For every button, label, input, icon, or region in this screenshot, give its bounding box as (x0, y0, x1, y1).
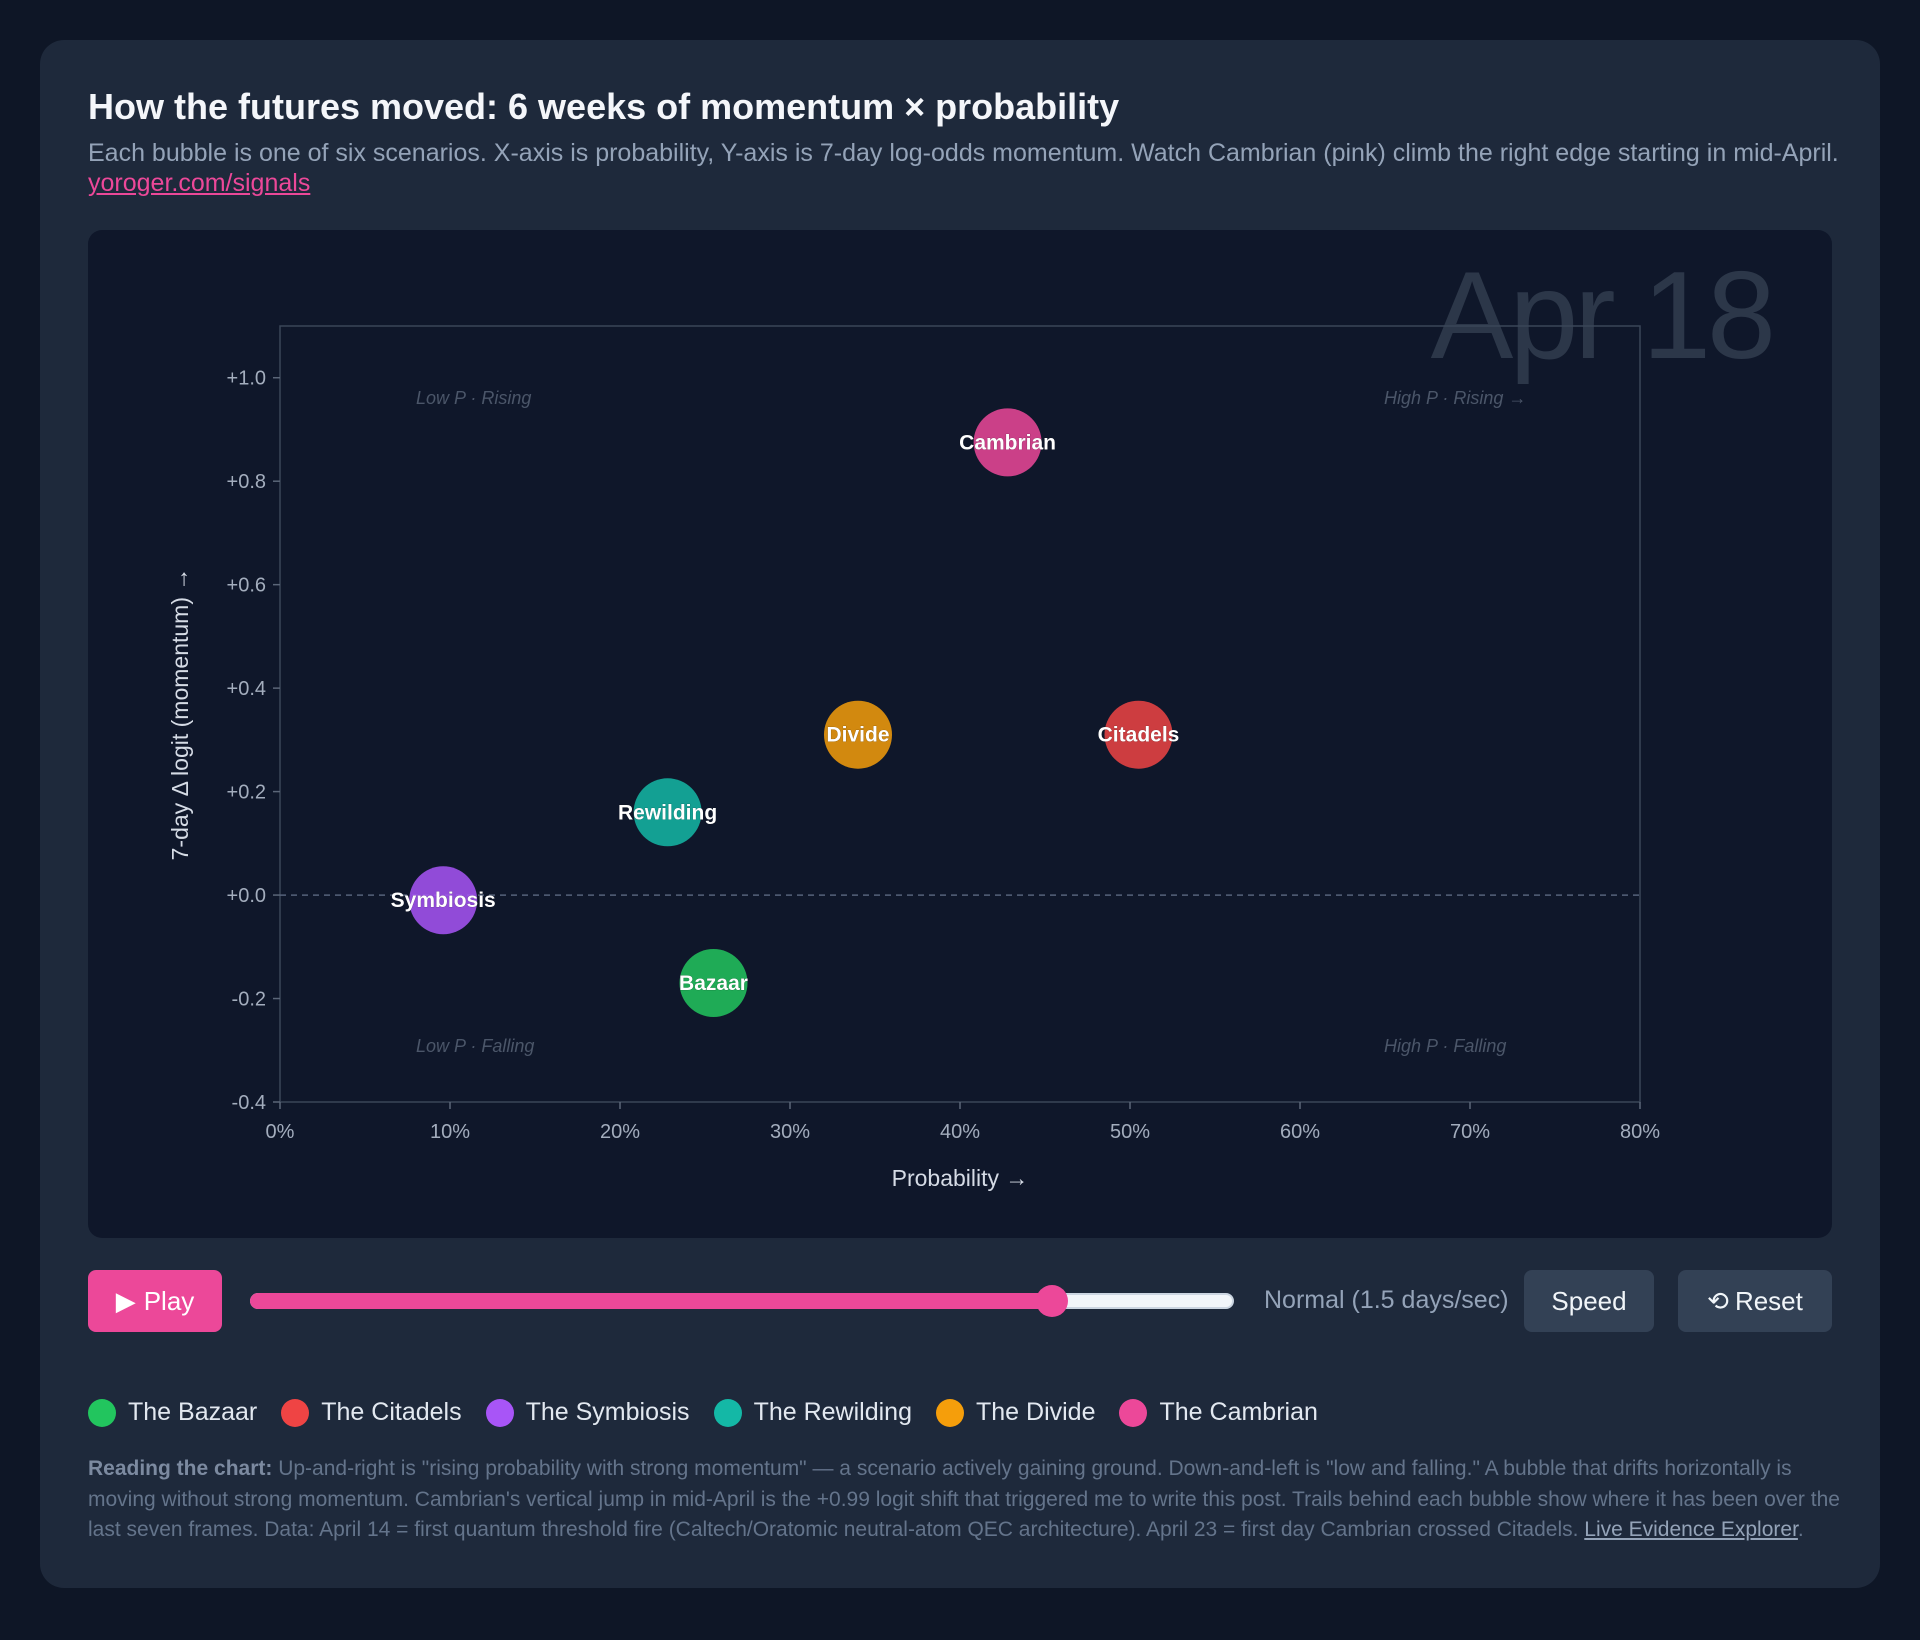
signals-link[interactable]: yoroger.com/signals (88, 169, 311, 197)
bubble-symbiosis (409, 866, 478, 935)
legend-item: The Symbiosis (485, 1398, 690, 1427)
play-label: Play (143, 1285, 195, 1316)
reset-icon: ⟲ (1707, 1285, 1729, 1316)
x-tick-label: 20% (600, 1121, 640, 1143)
play-button[interactable]: ▶ Play (88, 1270, 222, 1332)
bubble-cambrian (973, 408, 1042, 477)
reading-guide-tail: . (1797, 1518, 1804, 1541)
legend-dot (713, 1398, 742, 1427)
legend-dot (281, 1398, 310, 1427)
legend-item: The Citadels (281, 1398, 462, 1427)
legend-item: The Rewilding (713, 1398, 912, 1427)
evidence-explorer-link[interactable]: Live Evidence Explorer (1584, 1518, 1798, 1541)
x-tick-label: 80% (1620, 1121, 1660, 1143)
reset-label: Reset (1734, 1285, 1803, 1316)
legend-item: The Bazaar (88, 1398, 257, 1427)
x-axis-label: Probability → (892, 1165, 1029, 1191)
y-tick-label: +0.0 (227, 885, 266, 907)
reset-button[interactable]: ⟲ Reset (1678, 1270, 1832, 1332)
y-tick-label: +0.2 (227, 782, 266, 804)
bubble-chart: Apr 18 +1.0 +0.8 +0.6 +0.4 +0.2 +0.0 -0.2 -0.40%… (167, 247, 1776, 1191)
x-tick-label: 60% (1280, 1121, 1320, 1143)
legend-label: The Citadels (321, 1398, 462, 1426)
chart-card: How the futures moved: 6 weeks of moment… (40, 40, 1880, 1588)
bubble-rewilding (633, 778, 702, 847)
plot-area: Apr 18 +1.0 +0.8 +0.6 +0.4 +0.2 +0.0 -0.2 -0.4 0%… (88, 230, 1832, 1238)
legend-label: The Bazaar (128, 1398, 258, 1426)
legend-dot (1119, 1398, 1148, 1427)
reading-guide: Reading the chart: Up-and-right is "risi… (88, 1454, 1848, 1546)
bubble-citadels (1104, 700, 1173, 769)
legend-label: The Rewilding (753, 1398, 912, 1426)
slider-fill (250, 1293, 1052, 1309)
speed-readout: Normal (1.5 days/sec) (1264, 1286, 1509, 1314)
legend-label: The Divide (975, 1398, 1096, 1426)
y-axis-label: 7-day Δ logit (momentum) → (167, 568, 193, 861)
y-tick-label: -0.4 (232, 1092, 266, 1114)
subtitle-text: Each bubble is one of six scenarios. X-a… (88, 139, 1839, 167)
legend: The Bazaar The Citadels The Symbiosis Th… (88, 1398, 1318, 1427)
y-tick-label: -0.2 (232, 989, 266, 1011)
page-subtitle: Each bubble is one of six scenarios. X-a… (88, 138, 1848, 198)
quadrant-label-bottom-right: High P · Falling (1384, 1036, 1506, 1056)
legend-label: The Cambrian (1159, 1398, 1318, 1426)
playback-controls: ▶ Play Normal (1.5 days/sec) Speed ⟲ Res… (88, 1270, 1832, 1332)
quadrant-label-top-right: High P · Rising → (1384, 388, 1526, 408)
legend-dot (88, 1398, 116, 1427)
legend-item: The Divide (935, 1398, 1096, 1427)
reading-guide-body: Up-and-right is "rising probability with… (88, 1457, 1840, 1541)
bubble-label: Citadels (1098, 724, 1180, 747)
x-tick-label: 50% (1110, 1121, 1150, 1143)
bubble-label: Symbiosis (391, 889, 496, 912)
slider-thumb[interactable] (1035, 1285, 1068, 1317)
legend-label: The Symbiosis (525, 1398, 690, 1426)
bubble-divide (824, 700, 892, 769)
y-tick-label: +0.6 (227, 575, 266, 597)
play-icon: ▶ (115, 1285, 136, 1316)
speed-button[interactable]: Speed (1524, 1270, 1654, 1332)
bubble-label: Bazaar (679, 972, 748, 995)
x-tick-label: 0% (266, 1121, 295, 1143)
legend-dot (485, 1398, 514, 1427)
legend-dot (935, 1398, 964, 1427)
x-tick-label: 10% (430, 1121, 470, 1143)
page-title: How the futures moved: 6 weeks of moment… (88, 86, 1120, 127)
bubble-bazaar (679, 949, 748, 1018)
timeline-slider[interactable] (250, 1285, 1234, 1317)
x-tick-label: 40% (940, 1121, 980, 1143)
bubble-label: Cambrian (959, 431, 1056, 454)
date-watermark: Apr 18 (1431, 247, 1772, 385)
legend-item: The Cambrian (1119, 1398, 1318, 1427)
reading-guide-lead: Reading the chart: (88, 1457, 273, 1480)
bubble-label: Divide (826, 724, 889, 747)
bubble-label: Rewilding (618, 801, 717, 824)
x-tick-label: 70% (1450, 1121, 1490, 1143)
y-tick-label: +1.0 (227, 368, 266, 390)
quadrant-label-bottom-left: Low P · Falling (416, 1036, 534, 1056)
y-tick-label: +0.4 (227, 678, 266, 700)
y-tick-label: +0.8 (227, 471, 266, 493)
x-tick-label: 30% (770, 1121, 810, 1143)
quadrant-label-top-left: Low P · Rising (416, 388, 531, 408)
